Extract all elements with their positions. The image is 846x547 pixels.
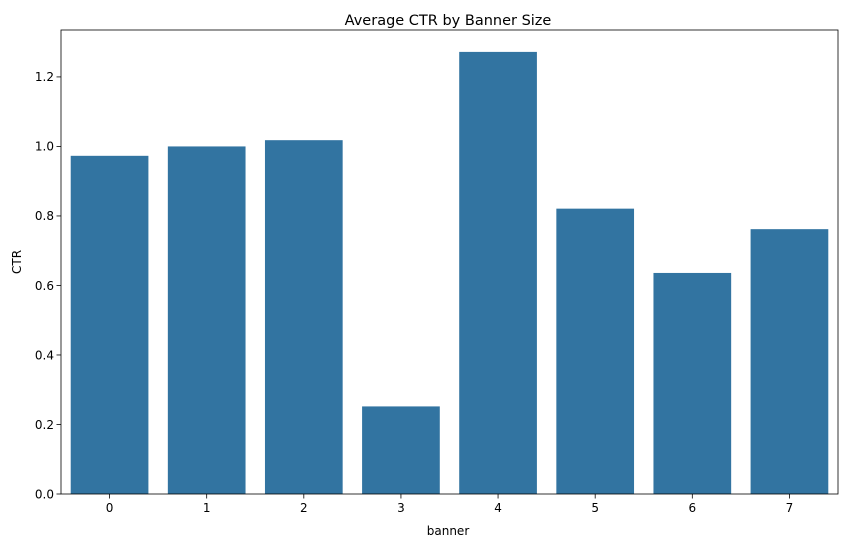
y-tick-label: 0.6 [35,279,54,293]
bar-3 [362,406,440,494]
y-axis-ticks: 0.0 0.2 0.4 0.6 0.8 1.0 1.2 [35,70,61,501]
x-axis-label: banner [427,524,470,538]
plot-frame [60,29,839,495]
x-axis-ticks: 0 1 2 3 4 5 6 7 [106,494,794,515]
bar-2 [264,140,343,494]
bar-0 [70,155,149,494]
bar-1 [167,146,246,494]
y-axis-label: CTR [10,250,24,274]
bar-6 [653,272,732,494]
x-tick-label: 7 [786,501,794,515]
bar-5 [556,208,635,494]
chart-title: Average CTR by Banner Size [345,13,552,29]
bars-group [70,51,829,495]
bar-7 [750,229,829,494]
x-tick-label: 0 [106,501,114,515]
x-tick-label: 5 [591,501,599,515]
y-tick-label: 1.0 [35,140,54,154]
x-tick-label: 3 [397,501,405,515]
y-tick-label: 0.8 [35,209,54,223]
x-tick-label: 1 [203,501,211,515]
x-tick-label: 4 [494,501,502,515]
x-tick-label: 6 [688,501,696,515]
y-tick-label: 0.4 [35,348,54,362]
bar-4 [459,51,537,495]
y-tick-label: 0.0 [35,487,54,501]
x-tick-label: 2 [300,501,308,515]
y-tick-label: 1.2 [35,70,54,84]
y-tick-label: 0.2 [35,418,54,432]
